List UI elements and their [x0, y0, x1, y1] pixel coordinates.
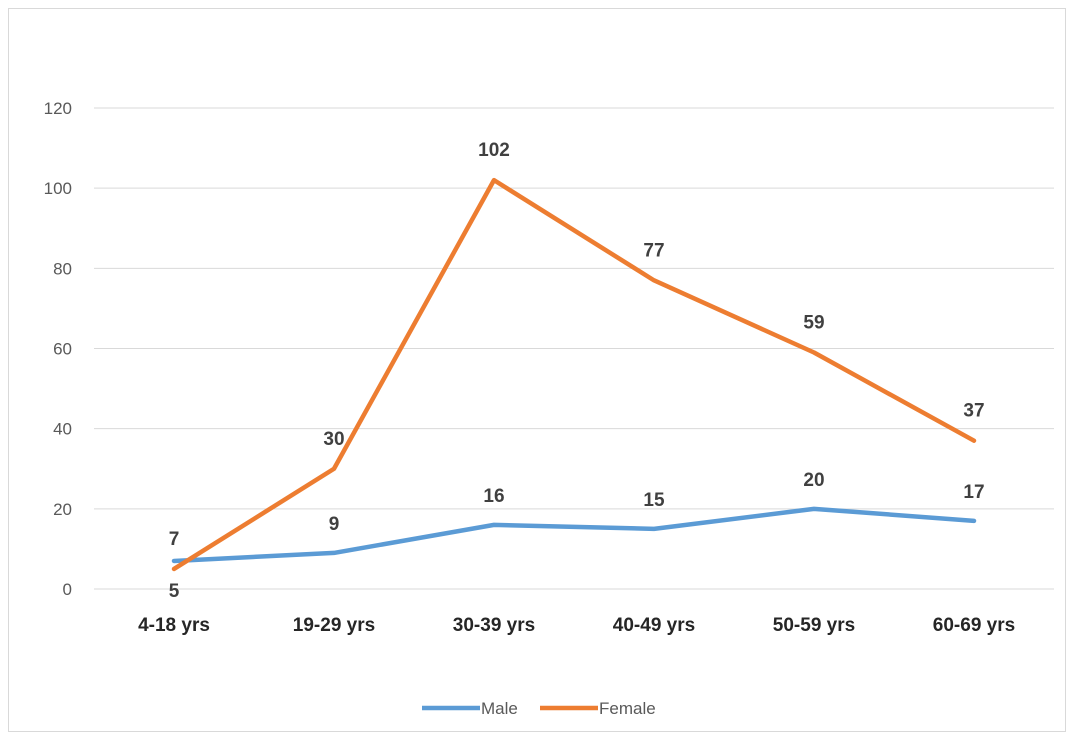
- legend-label-female: Female: [599, 699, 656, 718]
- data-label-male: 20: [803, 470, 824, 491]
- data-label-female: 30: [323, 429, 344, 450]
- y-tick-label: 60: [53, 340, 72, 359]
- y-tick-label: 120: [44, 99, 72, 118]
- x-tick-label: 4-18 yrs: [138, 615, 210, 636]
- x-axis-ticks: 4-18 yrs 19-29 yrs 30-39 yrs 40-49 yrs 50-59…: [138, 615, 1015, 636]
- y-tick-label: 100: [44, 179, 72, 198]
- legend: Male Female: [422, 699, 656, 718]
- series-line-male: [171, 506, 977, 564]
- x-tick-label: 60-69 yrs: [933, 615, 1015, 636]
- data-label-female: 37: [963, 401, 984, 422]
- x-tick-label: 40-49 yrs: [613, 615, 695, 636]
- x-tick-label: 19-29 yrs: [293, 615, 375, 636]
- data-label-male: 16: [483, 486, 504, 507]
- data-label-male: 17: [963, 482, 984, 503]
- data-label-female: 102: [478, 140, 510, 161]
- gridlines: [94, 107, 1054, 590]
- data-label-male: 15: [643, 490, 665, 511]
- data-label-female: 5: [169, 581, 180, 602]
- legend-label-male: Male: [481, 699, 518, 718]
- y-tick-label: 80: [53, 259, 72, 278]
- data-label-male: 7: [169, 529, 180, 550]
- data-label-female: 77: [643, 240, 664, 261]
- data-label-female: 59: [803, 313, 824, 334]
- y-tick-label: 40: [53, 420, 72, 439]
- y-axis-ticks: 0 20 40 60 80 100 120: [44, 99, 72, 599]
- data-label-male: 9: [329, 514, 340, 535]
- y-tick-label: 0: [63, 580, 72, 599]
- chart-frame: [8, 8, 1066, 732]
- series-line-female: [171, 177, 977, 572]
- x-tick-label: 30-39 yrs: [453, 615, 535, 636]
- y-tick-label: 20: [53, 500, 72, 519]
- series-lines: [171, 177, 977, 572]
- x-tick-label: 50-59 yrs: [773, 615, 855, 636]
- data-labels: 7 9 16 15 20 17 5 30 102 77 59 37: [169, 140, 985, 602]
